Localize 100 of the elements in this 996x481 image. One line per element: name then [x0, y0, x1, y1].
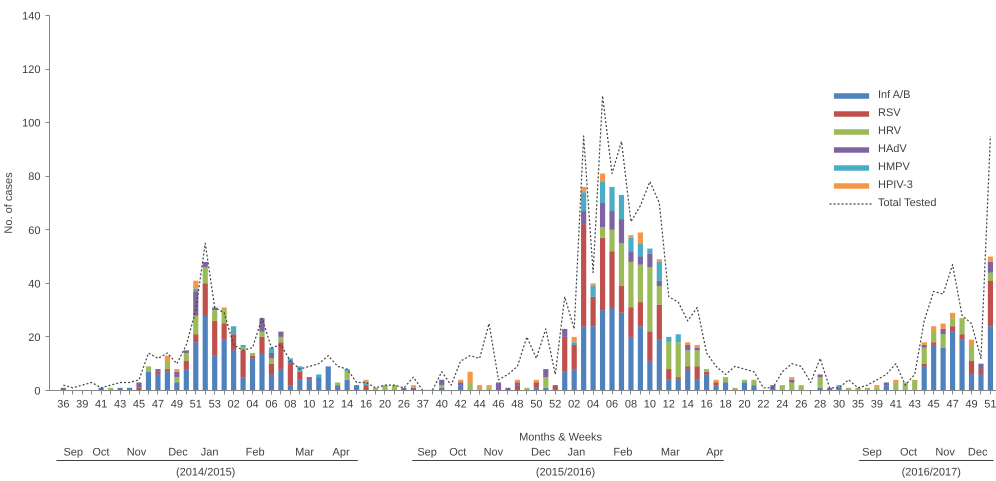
- bar: [439, 380, 444, 386]
- y-tick-label: 20: [28, 332, 41, 344]
- x-tick-label: 20: [738, 398, 751, 410]
- bar: [193, 334, 198, 342]
- bar: [193, 316, 198, 334]
- bar: [146, 366, 152, 372]
- x-tick-label: 37: [416, 398, 429, 410]
- bar: [609, 230, 615, 252]
- bar: [656, 286, 662, 305]
- x-tick-label: 39: [76, 398, 88, 410]
- bar: [902, 382, 908, 390]
- bar: [647, 332, 652, 362]
- bar: [146, 372, 152, 390]
- bar: [789, 377, 794, 380]
- x-axis-title: Months & Weeks: [519, 432, 603, 444]
- bar: [202, 267, 208, 284]
- bar: [628, 238, 634, 252]
- x-tick-label: 02: [568, 398, 580, 410]
- bar: [638, 256, 644, 265]
- bar: [931, 332, 936, 342]
- bar: [694, 344, 700, 348]
- bar: [155, 369, 161, 372]
- y-tick-label: 0: [34, 386, 41, 398]
- bar: [600, 238, 606, 310]
- bar: [628, 251, 634, 262]
- x-tick-label: 51: [984, 398, 996, 410]
- bar: [893, 380, 898, 382]
- x-tick-label: 53: [208, 398, 221, 410]
- bar: [344, 372, 350, 380]
- bar: [212, 320, 218, 356]
- text: Dec: [531, 446, 552, 458]
- bar: [184, 353, 189, 362]
- text: Oct: [900, 446, 918, 458]
- bar: [174, 369, 180, 372]
- text: Sep: [417, 446, 437, 458]
- bar: [988, 272, 994, 281]
- bar: [268, 353, 274, 358]
- x-tick-label: 12: [662, 398, 675, 410]
- bar: [742, 382, 748, 390]
- bar: [468, 382, 473, 390]
- x-tick-label: 47: [946, 398, 959, 410]
- bar: [940, 348, 946, 390]
- bar: [666, 369, 672, 380]
- bar: [354, 385, 360, 390]
- x-tick-label: 24: [776, 398, 788, 410]
- x-tick-label: 39: [870, 398, 884, 410]
- bar: [476, 385, 482, 390]
- bar: [647, 254, 652, 268]
- text: Mar: [660, 446, 680, 458]
- bar: [694, 348, 700, 350]
- bar: [222, 340, 227, 390]
- bar: [968, 340, 974, 345]
- bar: [164, 361, 170, 370]
- x-tick-label: 04: [586, 398, 600, 410]
- legend-label: Inf A/B: [878, 88, 910, 102]
- y-axis-title: No. of cases: [3, 172, 16, 234]
- bar: [581, 186, 586, 192]
- x-tick-label: 12: [322, 398, 334, 410]
- bar: [581, 224, 586, 326]
- y-tick-label: 80: [28, 171, 41, 184]
- bar: [136, 382, 142, 388]
- bar: [656, 262, 662, 281]
- bar: [572, 344, 577, 370]
- bar: [297, 372, 302, 380]
- bar: [600, 227, 606, 238]
- bar: [184, 369, 189, 390]
- bar: [988, 262, 994, 273]
- text: Oct: [92, 446, 110, 458]
- text: (2015/2016): [536, 466, 596, 478]
- bar: [174, 372, 180, 378]
- bar: [685, 366, 690, 370]
- x-tick-label: 46: [492, 398, 505, 410]
- bar: [458, 385, 464, 390]
- bar: [959, 340, 965, 390]
- bar: [676, 342, 681, 378]
- bar: [656, 259, 662, 262]
- x-tick-label: 52: [549, 398, 562, 410]
- bar: [590, 326, 596, 390]
- y-tick-label: 60: [28, 224, 41, 237]
- bar: [676, 334, 681, 342]
- bar: [647, 267, 652, 332]
- bar: [600, 203, 606, 228]
- bar: [922, 342, 927, 345]
- bar: [609, 211, 615, 230]
- bar: [609, 186, 615, 212]
- bar: [581, 192, 586, 212]
- bar: [581, 211, 586, 224]
- bar: [959, 334, 965, 340]
- x-tick-label: 26: [795, 398, 808, 410]
- bar: [562, 372, 568, 390]
- bar: [628, 336, 634, 390]
- bar: [590, 286, 596, 297]
- text: Mar: [295, 446, 314, 458]
- bar: [713, 385, 719, 390]
- bar: [259, 353, 265, 390]
- bar: [685, 369, 690, 390]
- bar: [685, 350, 690, 366]
- bar: [922, 344, 927, 348]
- bar: [600, 310, 606, 390]
- bar: [638, 326, 644, 390]
